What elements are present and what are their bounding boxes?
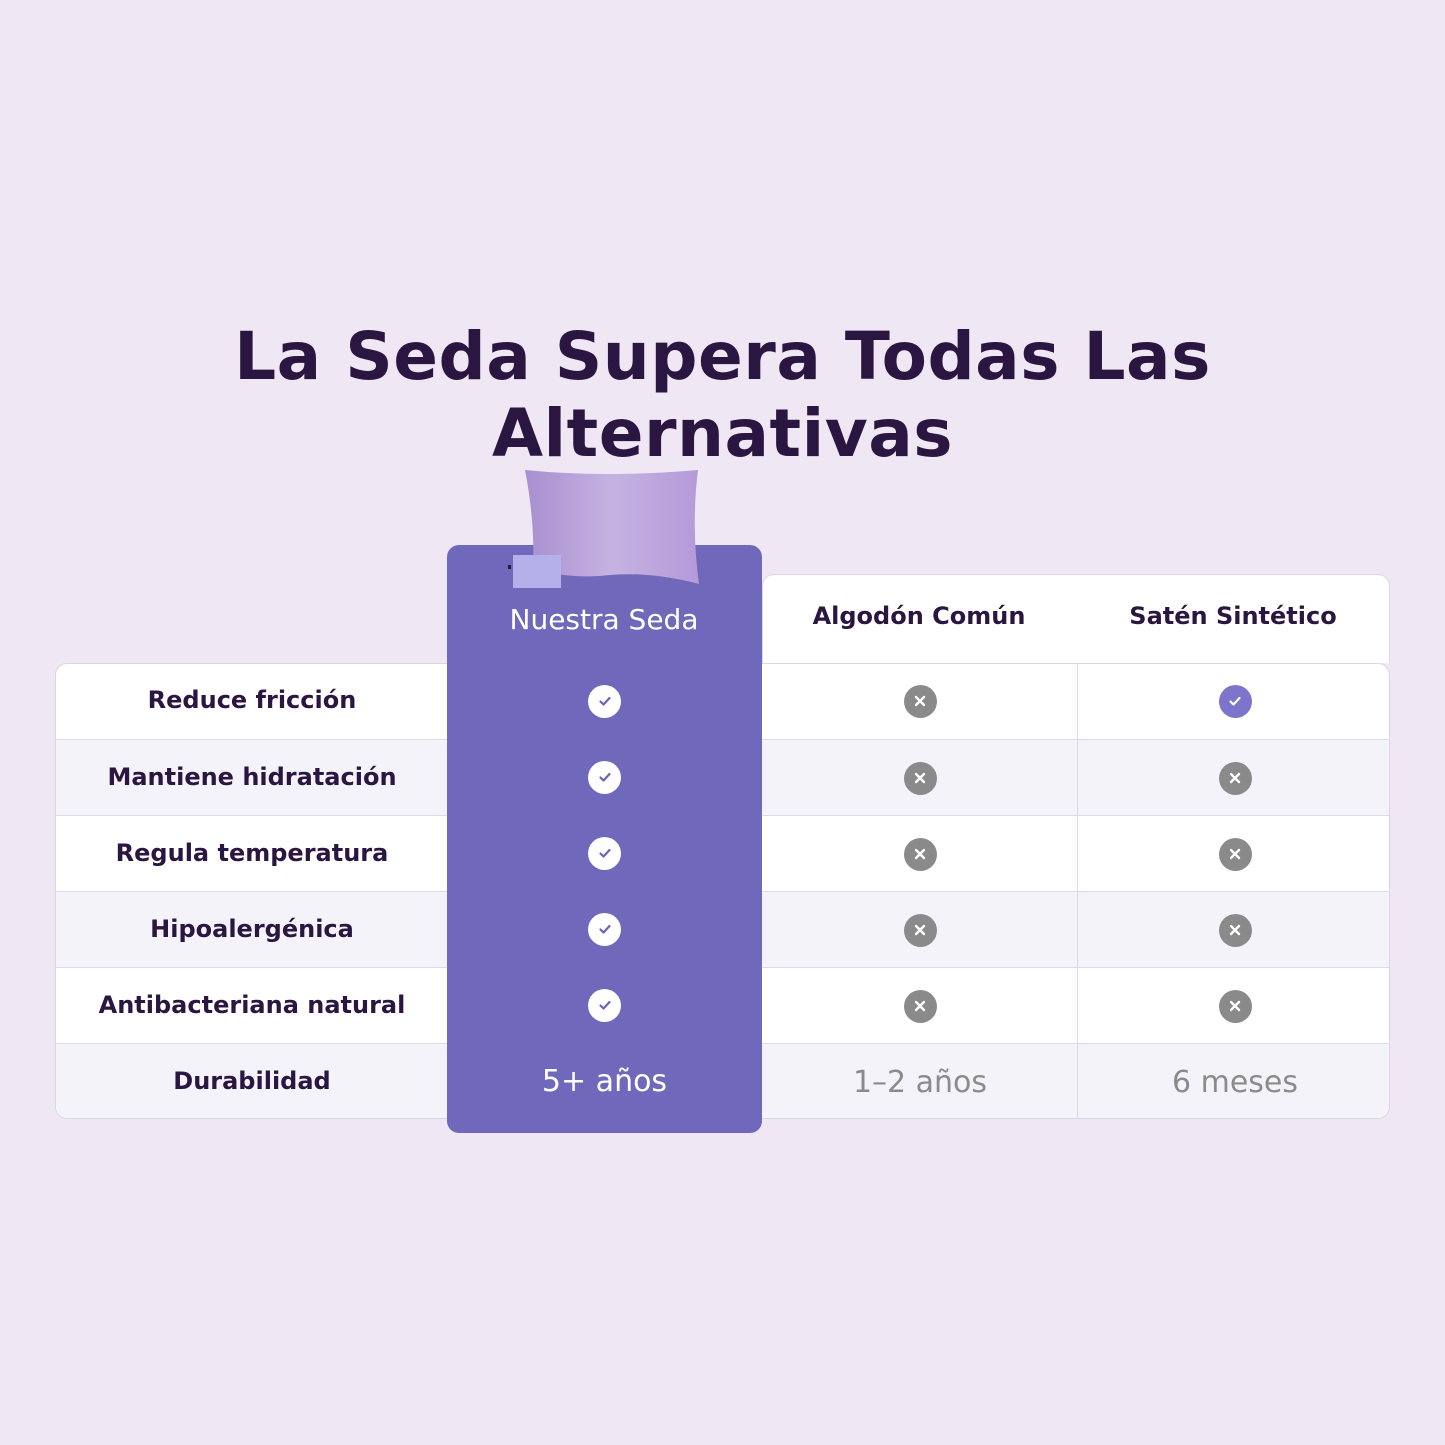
table-row: Reduce fricción <box>56 664 1389 739</box>
cell-nuestra-seda <box>447 815 762 891</box>
column-header-saten: Satén Sintético <box>1129 602 1337 630</box>
cell-nuestra-seda: 5+ años <box>447 1043 762 1119</box>
column-header-algodon: Algodón Común <box>812 602 1026 630</box>
cross-icon <box>903 684 937 718</box>
cross-icon <box>1218 989 1252 1023</box>
cell-saten <box>1077 664 1389 739</box>
cross-icon <box>1218 913 1252 947</box>
cell-saten <box>1077 968 1389 1044</box>
cell-saten: 6 meses <box>1077 1044 1389 1118</box>
cross-icon <box>1218 761 1252 795</box>
check-icon <box>588 684 621 718</box>
check-icon <box>588 988 621 1022</box>
cell-algodon <box>763 892 1077 968</box>
cross-icon <box>903 913 937 947</box>
feature-label: Antibacteriana natural <box>98 991 406 1019</box>
cell-nuestra-seda <box>447 663 762 739</box>
cross-icon <box>903 761 937 795</box>
cell-nuestra-seda <box>447 739 762 815</box>
table-header-background <box>762 574 1390 663</box>
durability-value: 5+ años <box>541 1063 668 1099</box>
silk-pillow-image <box>508 470 699 588</box>
feature-label: Reduce fricción <box>147 686 357 714</box>
cell-saten <box>1077 892 1389 968</box>
cell-algodon: 1–2 años <box>763 1044 1077 1118</box>
check-icon <box>588 912 621 946</box>
feature-label: Mantiene hidratación <box>107 763 397 791</box>
cell-algodon <box>763 664 1077 739</box>
check-icon <box>1218 684 1252 718</box>
feature-label: Hipoalergénica <box>150 915 354 943</box>
feature-label: Regula temperatura <box>115 839 389 867</box>
check-icon <box>588 760 621 794</box>
cross-icon <box>903 989 937 1023</box>
feature-label: Durabilidad <box>173 1067 331 1095</box>
cell-saten <box>1077 740 1389 816</box>
cross-icon <box>1218 837 1252 871</box>
cell-nuestra-seda <box>447 891 762 967</box>
page-title: La Seda Supera Todas Las Alternativas <box>234 318 1211 472</box>
column-header-nuestra-seda: Nuestra Seda <box>509 603 699 636</box>
durability-value: 1–2 años <box>852 1064 988 1100</box>
durability-value: 6 meses <box>1171 1064 1299 1100</box>
cell-algodon <box>763 816 1077 892</box>
cell-algodon <box>763 740 1077 816</box>
cell-algodon <box>763 968 1077 1044</box>
cell-nuestra-seda <box>447 967 762 1043</box>
check-icon <box>588 836 621 870</box>
cell-saten <box>1077 816 1389 892</box>
table-row: Antibacteriana natural <box>56 967 1389 1044</box>
cross-icon <box>903 837 937 871</box>
